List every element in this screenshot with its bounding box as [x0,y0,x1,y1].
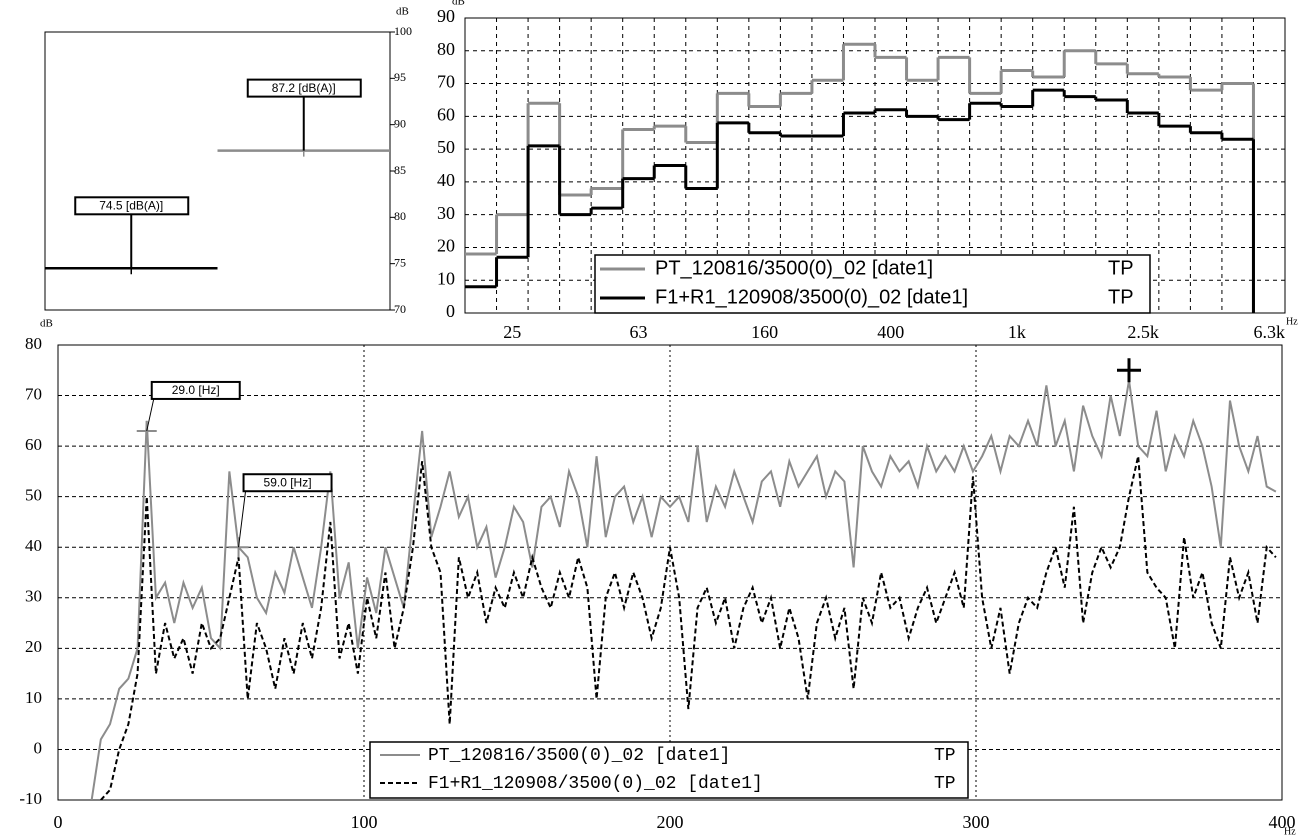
y-tick-label: 60 [25,435,42,454]
legend-box [594,254,1151,314]
x-tick-label: 25 [503,322,521,342]
marker-label: 59.0 [Hz] [264,475,312,489]
y-axis-unit: dB [396,6,409,18]
spectrum-line [90,380,1277,800]
y-tick-label: 10 [437,268,455,288]
step-riser [495,90,1255,313]
x-tick-label: 160 [751,322,778,342]
cursor-cross [1117,358,1141,383]
y-tick-label: 10 [25,688,42,707]
x-tick-label: 0 [54,812,63,832]
y-tick-label: 30 [437,203,455,223]
marker-leader [146,398,155,432]
y-tick-label: 100 [394,24,412,38]
x-tick-label: 6.3k [1253,322,1285,342]
y-axis-unit: dB [452,0,465,8]
x-tick-label: 300 [963,812,990,832]
y-tick-label: 40 [25,536,42,555]
x-tick-label: 1k [1008,322,1026,342]
y-tick-label: 75 [394,255,406,269]
marker-leader [238,491,247,548]
series-group [90,380,1277,800]
label-box [246,78,362,98]
legend-label: PT_120816/3500(0)_02 [date1] [655,257,933,279]
legend-tag: TP [1108,286,1134,308]
y-tick-label: 95 [394,70,406,84]
legend-tag: TP [934,774,956,794]
x-tick-label: 400 [877,322,904,342]
y-axis-unit: dB [40,318,53,330]
x-tick-label: 400 [1269,812,1296,832]
y-tick-label: 20 [437,236,455,256]
y-tick-label: 70 [394,302,406,316]
label-box [74,196,190,216]
y-tick-label: 40 [437,170,455,190]
x-tick-label: 100 [351,812,378,832]
marker-box [150,380,241,400]
x-tick-label: 200 [657,812,684,832]
legend-label: F1+R1_120908/3500(0)_02 [date1] [428,774,763,794]
legend-tag: TP [1108,257,1134,279]
y-tick-label: 90 [394,116,406,130]
x-tick-label: 2.5k [1127,322,1159,342]
value-label: 74.5 [dB(A)] [99,198,163,212]
marker-label: 29.0 [Hz] [172,383,220,397]
y-tick-label: 80 [437,39,455,59]
y-tick-label: 0 [446,301,455,321]
series-group [465,42,1255,313]
spectrum-line [100,456,1277,800]
legend-label: PT_120816/3500(0)_02 [date1] [428,746,730,766]
y-tick-label: 0 [34,738,43,757]
y-tick-label: 80 [25,334,42,353]
y-tick-label: 20 [25,637,42,656]
y-tick-label: 85 [394,163,406,177]
x-tick-label: 63 [629,322,647,342]
x-axis-unit: Hz [1284,826,1296,837]
y-tick-label: 60 [437,104,455,124]
y-tick-label: 70 [25,384,42,403]
y-tick-label: 90 [437,6,455,26]
legend-tag: TP [934,746,956,766]
y-tick-label: 30 [25,587,42,606]
y-tick-label: -10 [19,789,42,808]
marker-box [242,473,333,493]
y-tick-label: 80 [394,209,406,223]
value-label: 87.2 [dB(A)] [272,81,336,95]
y-tick-label: 70 [437,72,455,92]
legend-label: F1+R1_120908/3500(0)_02 [date1] [655,286,968,308]
x-axis-unit: Hz [1286,316,1298,327]
y-tick-label: 50 [25,486,42,505]
legend-box [369,741,969,799]
y-tick-label: 50 [437,137,455,157]
plot-frame [44,31,391,311]
